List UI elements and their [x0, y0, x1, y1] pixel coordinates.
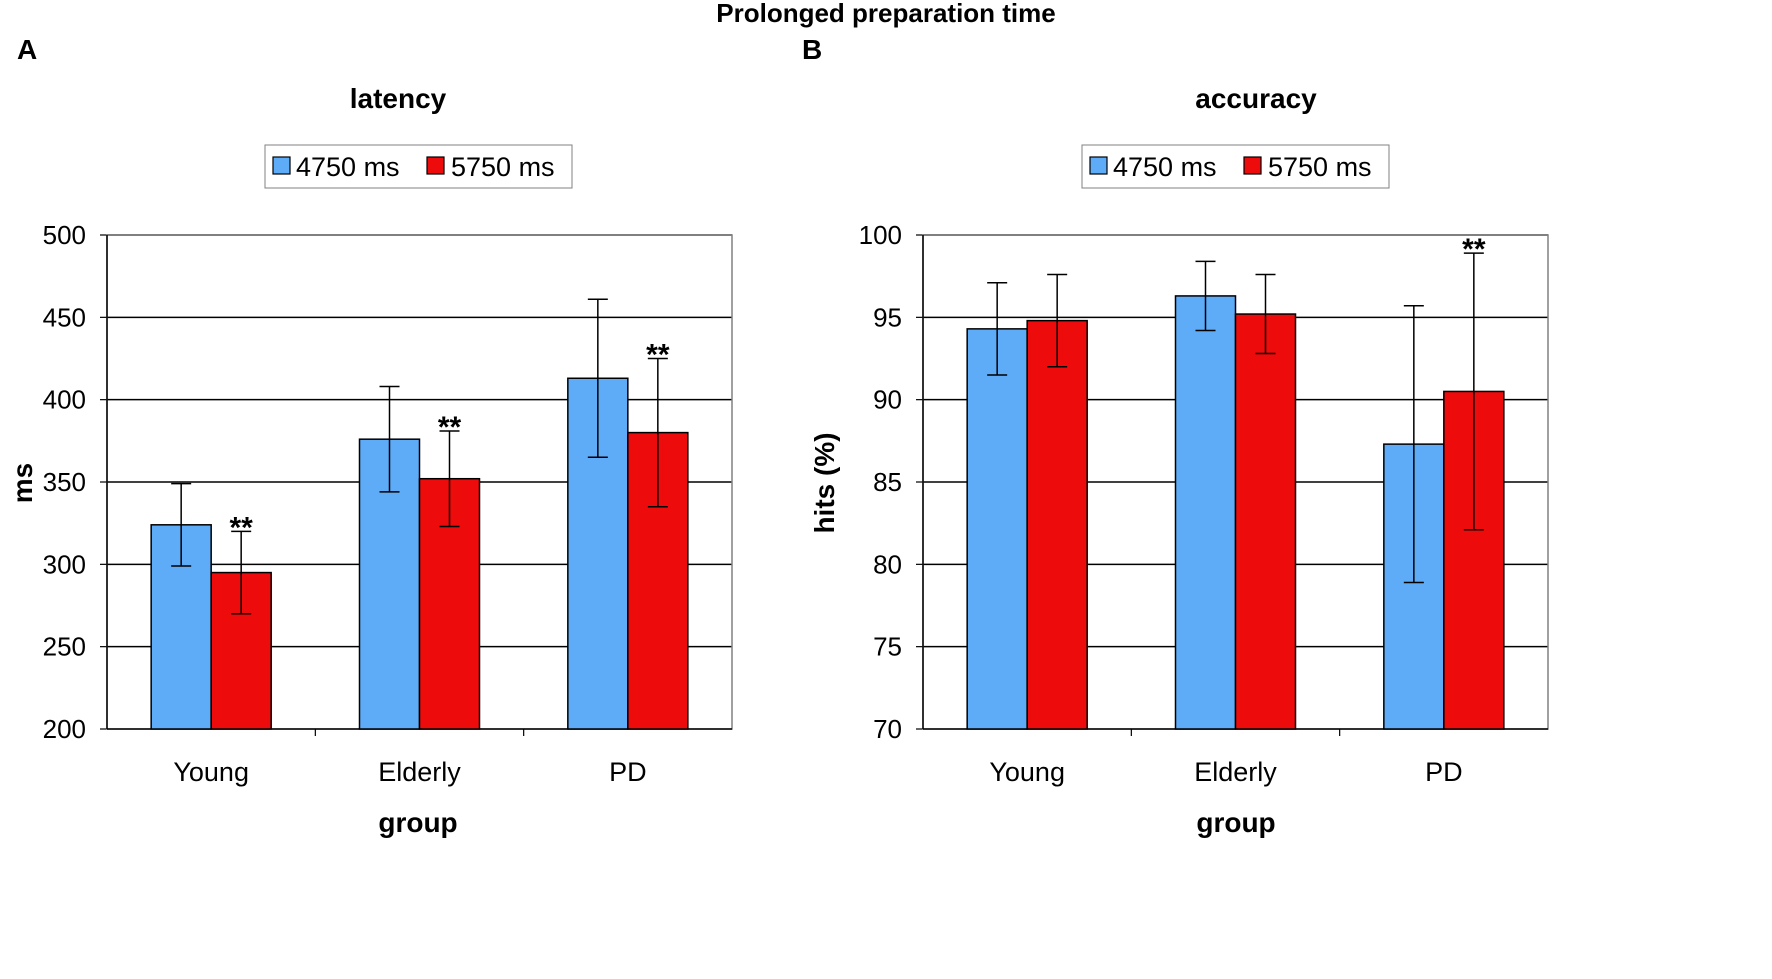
bar-5750-ms	[1026, 319, 1088, 730]
bar-5750-ms	[1234, 313, 1297, 730]
y-tick-label: 300	[43, 549, 86, 579]
bar-4750-ms	[1174, 295, 1237, 730]
legend-label-4750-ms: 4750 ms	[1113, 152, 1217, 182]
panel-label-a: A	[17, 34, 37, 65]
y-tick-label: 90	[873, 385, 902, 415]
legend-swatch-4750-ms	[272, 156, 291, 175]
significance-marker: **	[229, 511, 253, 544]
legend-box	[1081, 144, 1390, 189]
significance-marker: **	[1462, 233, 1486, 266]
bar-4750-ms	[966, 328, 1028, 730]
y-tick-label: 85	[873, 467, 902, 497]
chart-title-accuracy: accuracy	[1195, 83, 1317, 114]
x-axis-label-group: group	[378, 807, 457, 838]
legend-label-5750-ms: 5750 ms	[451, 152, 555, 182]
significance-marker: **	[646, 339, 670, 372]
y-tick-label: 250	[43, 632, 86, 662]
legend-swatch-5750-ms	[426, 156, 445, 175]
legend-label-4750-ms: 4750 ms	[296, 152, 400, 182]
x-tick-label: Young	[173, 757, 249, 787]
chart-title-latency: latency	[350, 83, 447, 114]
figure-title: Prolonged preparation time	[716, 0, 1056, 28]
y-axis-label-ms: ms	[7, 463, 38, 503]
significance-marker: **	[438, 411, 462, 444]
x-tick-label: Elderly	[378, 757, 461, 787]
panel-a-latency: A latency group ms 4750 ms 5750 ms 200 25…	[7, 34, 733, 838]
legend-swatch-4750-ms	[1089, 156, 1108, 175]
y-tick-label: 400	[43, 385, 86, 415]
bar-4750-ms	[567, 377, 629, 730]
panel-b-accuracy: B accuracy group hits (%) 4750 ms 5750 m…	[802, 34, 1549, 838]
y-tick-label: 200	[43, 714, 86, 744]
y-tick-label: 100	[859, 220, 902, 250]
y-axis-label-hits: hits (%)	[809, 432, 840, 533]
y-tick-label: 450	[43, 302, 86, 332]
y-tick-label: 350	[43, 467, 86, 497]
legend: 4750 ms 5750 ms	[1081, 144, 1390, 189]
panel-label-b: B	[802, 34, 822, 65]
y-tick-label: 75	[873, 632, 902, 662]
x-tick-label: Elderly	[1194, 757, 1277, 787]
y-tick-label: 80	[873, 549, 902, 579]
x-tick-label: Young	[989, 757, 1065, 787]
legend-swatch-5750-ms	[1243, 156, 1262, 175]
legend-box	[264, 144, 573, 189]
x-axis-label-group: group	[1196, 807, 1275, 838]
x-tick-label: PD	[609, 757, 647, 787]
legend: 4750 ms 5750 ms	[264, 144, 573, 189]
y-tick-label: 500	[43, 220, 86, 250]
x-tick-label: PD	[1425, 757, 1463, 787]
y-tick-label: 95	[873, 302, 902, 332]
y-tick-label: 70	[873, 714, 902, 744]
legend-label-5750-ms: 5750 ms	[1268, 152, 1372, 182]
